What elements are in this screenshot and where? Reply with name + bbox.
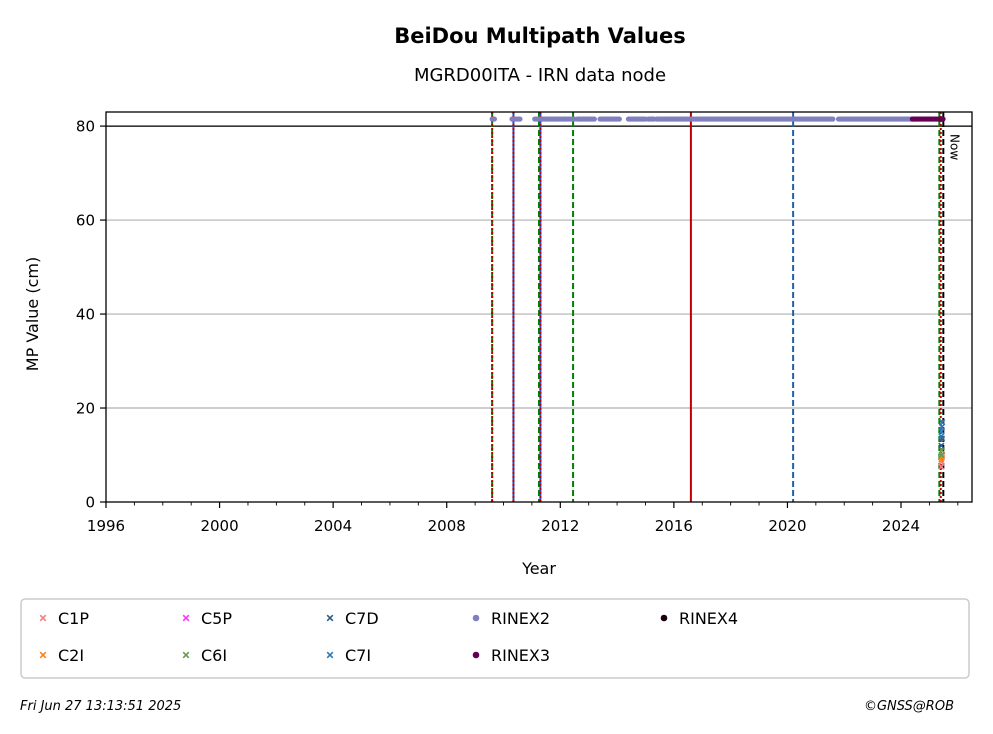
data-point-rinex3	[940, 116, 946, 122]
legend-item-c1p: C1P	[39, 609, 89, 628]
data-point-rinex2	[517, 116, 523, 122]
legend-marker	[326, 651, 334, 659]
x-axis-label: Year	[521, 559, 556, 578]
legend-label: RINEX4	[679, 609, 738, 628]
x-tick-label: 2024	[882, 517, 920, 535]
marker-stroke	[938, 433, 945, 440]
y-tick-label: 60	[76, 212, 95, 230]
x-tick-label: 2012	[541, 517, 579, 535]
legend-label: C2I	[58, 646, 84, 665]
legend-label: RINEX3	[491, 646, 550, 665]
chart-subtitle: MGRD00ITA - IRN data node	[414, 65, 666, 86]
data-point-c6i	[938, 447, 946, 454]
legend-label: C5P	[201, 609, 232, 628]
y-tick-label: 80	[76, 118, 95, 136]
x-tick-label: 2000	[200, 517, 238, 535]
marker-stroke	[938, 423, 946, 430]
data-point-c7d	[938, 442, 945, 449]
x-tick-label: 1996	[87, 517, 125, 535]
legend-label: RINEX2	[491, 609, 550, 628]
marker-stroke	[938, 428, 945, 435]
legend-item-c2i: C2I	[39, 646, 84, 665]
x-tick-label: 2020	[768, 517, 806, 535]
data-point-rinex2	[591, 116, 597, 122]
legend: C1P C2I C5P C6I C7D C7I RINEX2 RINEX3 RINEX4	[39, 609, 738, 665]
legend-marker	[326, 614, 334, 622]
marker-stroke	[938, 458, 945, 466]
chart-title: BeiDou Multipath Values	[394, 24, 686, 48]
legend-marker	[472, 614, 480, 622]
data-point-c7i	[939, 418, 946, 426]
data-point-c6i	[938, 451, 945, 459]
legend-label: C6I	[201, 646, 227, 665]
legend-marker	[660, 614, 668, 622]
marker-stroke	[939, 418, 946, 426]
data-points	[489, 116, 946, 470]
legend-item-rinex3: RINEX3	[472, 646, 550, 665]
legend-item-rinex4: RINEX4	[660, 609, 738, 628]
legend-item-c7i: C7I	[326, 646, 371, 665]
legend-marker	[472, 651, 480, 659]
y-tick-label: 40	[76, 306, 95, 324]
legend-marker	[182, 651, 190, 659]
data-point-rinex2	[491, 116, 498, 122]
data-point-rinex2	[830, 116, 836, 122]
footer-timestamp: Fri Jun 27 13:13:51 2025	[20, 699, 181, 714]
marker-stroke	[938, 451, 945, 459]
legend-label: C7D	[345, 609, 379, 628]
now-label: Now	[947, 134, 961, 160]
plot-frame	[105, 111, 973, 503]
x-axis: 1996 2000 2004 2008 2012 2016 2020 2024	[87, 502, 959, 535]
marker-stroke	[938, 447, 946, 454]
y-tick-label: 0	[85, 494, 95, 512]
legend-marker	[182, 614, 190, 622]
legend-item-c7d: C7D	[326, 609, 379, 628]
marker-stroke	[938, 435, 946, 442]
legend-item-rinex2: RINEX2	[472, 609, 550, 628]
marker-stroke	[938, 442, 945, 449]
legend-marker	[39, 651, 47, 659]
x-tick-label: 2004	[314, 517, 352, 535]
y-axis: 0 20 40 60 80	[76, 118, 106, 512]
marker-stroke	[938, 463, 945, 470]
y-axis-label: MP Value (cm)	[23, 257, 42, 371]
legend-label: C7I	[345, 646, 371, 665]
legend-item-c6i: C6I	[182, 646, 227, 665]
legend-item-c5p: C5P	[182, 609, 232, 628]
event-lines	[491, 112, 945, 502]
y-tick-label: 20	[76, 400, 95, 418]
footer-credit: ©GNSS@ROB	[864, 699, 954, 714]
legend-marker	[39, 614, 47, 622]
data-point-rinex2	[616, 116, 622, 122]
x-tick-label: 2008	[428, 517, 466, 535]
x-tick-label: 2016	[655, 517, 693, 535]
legend-label: C1P	[58, 609, 89, 628]
legend-box	[20, 598, 970, 679]
